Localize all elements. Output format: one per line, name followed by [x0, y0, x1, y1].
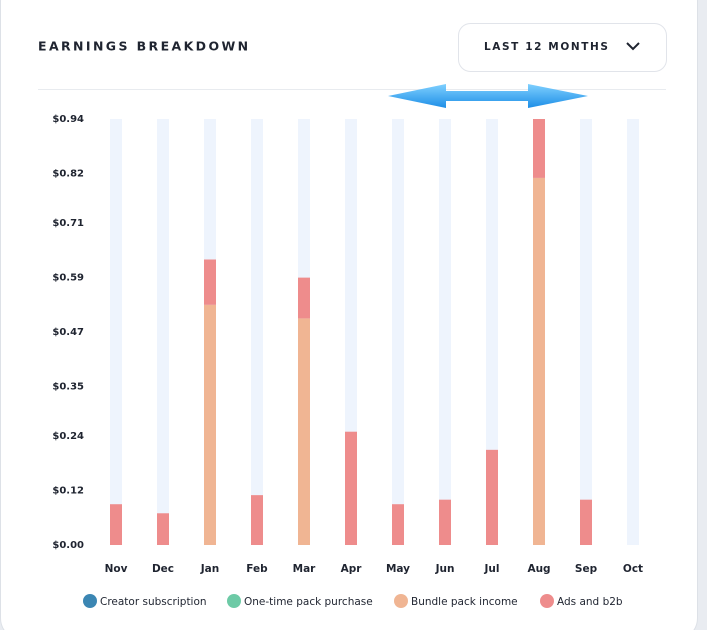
legend-item: Bundle pack income — [394, 594, 518, 608]
legend-label: One-time pack purchase — [244, 596, 373, 608]
y-tick-label: $0.47 — [52, 327, 84, 338]
legend-label: Ads and b2b — [557, 596, 623, 608]
bar-segment — [251, 495, 263, 545]
y-tick-label: $0.12 — [52, 486, 84, 497]
x-tick-label: Nov — [105, 563, 128, 575]
x-tick-label: Jan — [200, 563, 219, 575]
x-tick-label: May — [386, 563, 410, 575]
bar-track — [110, 119, 122, 545]
y-tick-label: $0.24 — [52, 431, 84, 442]
bar-segment — [298, 318, 310, 545]
bar-track — [627, 119, 639, 545]
bar-track — [392, 119, 404, 545]
bar-track — [486, 119, 498, 545]
x-tick-label: Jul — [484, 563, 500, 575]
legend-swatch — [227, 594, 241, 608]
bar-segment — [533, 177, 545, 545]
bar-segment — [439, 499, 451, 545]
arrow-annotation — [388, 84, 588, 108]
bar-track — [439, 119, 451, 545]
dropdown[interactable]: LAST 12 MONTHS — [458, 23, 667, 72]
bar-segment — [486, 449, 498, 545]
bar-segment — [157, 513, 169, 545]
bar-track — [157, 119, 169, 545]
y-tick-label: $0.94 — [52, 114, 84, 125]
bar-segment — [204, 259, 216, 305]
legend-label: Creator subscription — [100, 596, 207, 608]
legend-item: Creator subscription — [83, 594, 207, 608]
bar-segment — [204, 304, 216, 545]
card-title: EARNINGS BREAKDOWN — [38, 39, 251, 54]
x-tick-label: Sep — [575, 563, 598, 575]
legend-swatch — [540, 594, 554, 608]
x-tick-label: Dec — [152, 563, 174, 575]
y-tick-label: $0.82 — [52, 168, 84, 179]
x-tick-label: Feb — [246, 563, 268, 575]
dropdown-box[interactable] — [458, 23, 667, 72]
y-tick-label: $0.59 — [52, 273, 84, 284]
bar-segment — [110, 504, 122, 545]
bar-segment — [533, 119, 545, 178]
x-tick-label: Mar — [293, 563, 317, 575]
bar-segment — [298, 277, 310, 319]
legend-swatch — [394, 594, 408, 608]
dropdown-label[interactable]: LAST 12 MONTHS — [484, 41, 610, 53]
chevron[interactable] — [626, 42, 640, 51]
x-tick-label: Aug — [527, 563, 550, 575]
y-tick-label: $0.00 — [52, 540, 84, 551]
bar-segment — [345, 431, 357, 545]
x-tick-label: Apr — [341, 563, 363, 575]
bar-track — [580, 119, 592, 545]
legend-swatch — [83, 594, 97, 608]
legend-item: One-time pack purchase — [227, 594, 373, 608]
bar-segment — [392, 504, 404, 545]
x-tick-label: Oct — [623, 563, 643, 575]
x-tick-label: Jun — [435, 563, 455, 575]
bar-segment — [580, 499, 592, 545]
y-tick-label: $0.71 — [52, 218, 84, 229]
legend-item: Ads and b2b — [540, 594, 623, 608]
y-tick-label: $0.35 — [52, 381, 84, 392]
legend-label: Bundle pack income — [411, 596, 518, 608]
bar-track — [251, 119, 263, 545]
